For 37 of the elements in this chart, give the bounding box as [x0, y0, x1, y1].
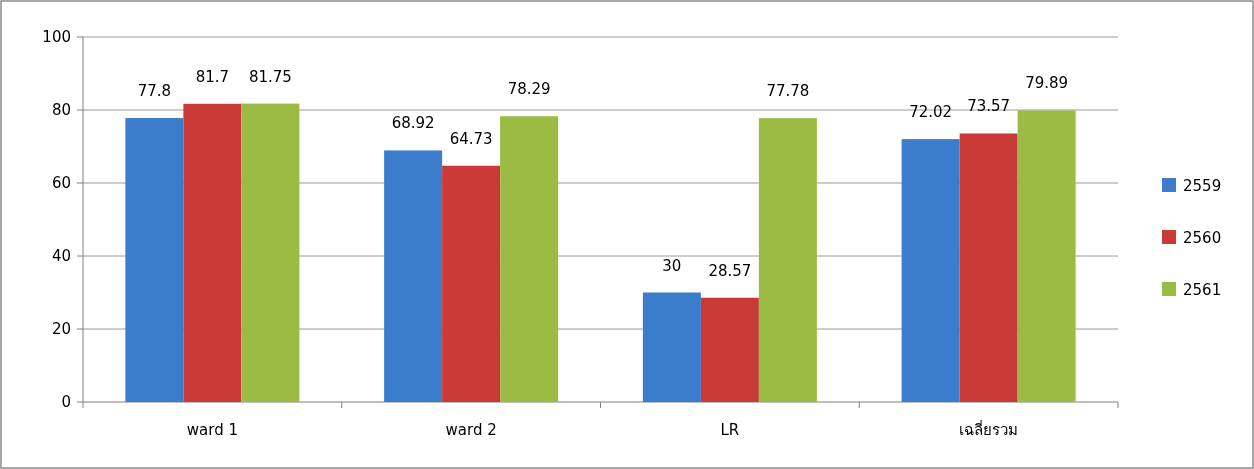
x-tick-label: LR	[720, 421, 740, 439]
data-label: 72.02	[909, 103, 953, 122]
bar	[901, 139, 960, 402]
bar	[442, 165, 501, 402]
y-tick-label: 0	[61, 393, 71, 411]
data-label: 73.57	[967, 97, 1011, 116]
data-label: 28.57	[708, 261, 752, 280]
bar	[241, 103, 300, 402]
y-tick-label: 100	[42, 28, 71, 46]
y-tick-label: 40	[51, 247, 71, 265]
x-tick-label: ward 1	[186, 421, 238, 439]
data-label: 79.89	[1025, 74, 1069, 93]
data-label: 68.92	[391, 114, 435, 133]
y-tick-label: 20	[51, 320, 71, 338]
data-label: 77.8	[137, 82, 172, 101]
bar	[500, 116, 559, 402]
legend-label: 2560	[1183, 229, 1222, 247]
data-label: 81.75	[248, 67, 292, 86]
bar	[700, 297, 759, 402]
data-label: 78.29	[507, 80, 551, 99]
bar	[1017, 110, 1076, 402]
legend-label: 2559	[1183, 177, 1222, 195]
bar	[183, 103, 242, 402]
x-tick-label: เฉลี่ยรวม	[959, 419, 1019, 439]
data-label: 77.78	[766, 82, 810, 101]
bar	[642, 292, 701, 402]
y-tick-label: 80	[51, 101, 71, 119]
bar	[125, 118, 184, 402]
data-label: 81.7	[195, 67, 230, 86]
bar	[959, 133, 1018, 402]
x-tick-label: ward 2	[445, 421, 497, 439]
legend-label: 2561	[1183, 281, 1222, 299]
data-label: 30	[662, 256, 682, 275]
data-label: 64.73	[449, 129, 493, 148]
bar	[758, 118, 817, 402]
bar	[384, 150, 443, 402]
y-tick-label: 60	[51, 174, 71, 192]
